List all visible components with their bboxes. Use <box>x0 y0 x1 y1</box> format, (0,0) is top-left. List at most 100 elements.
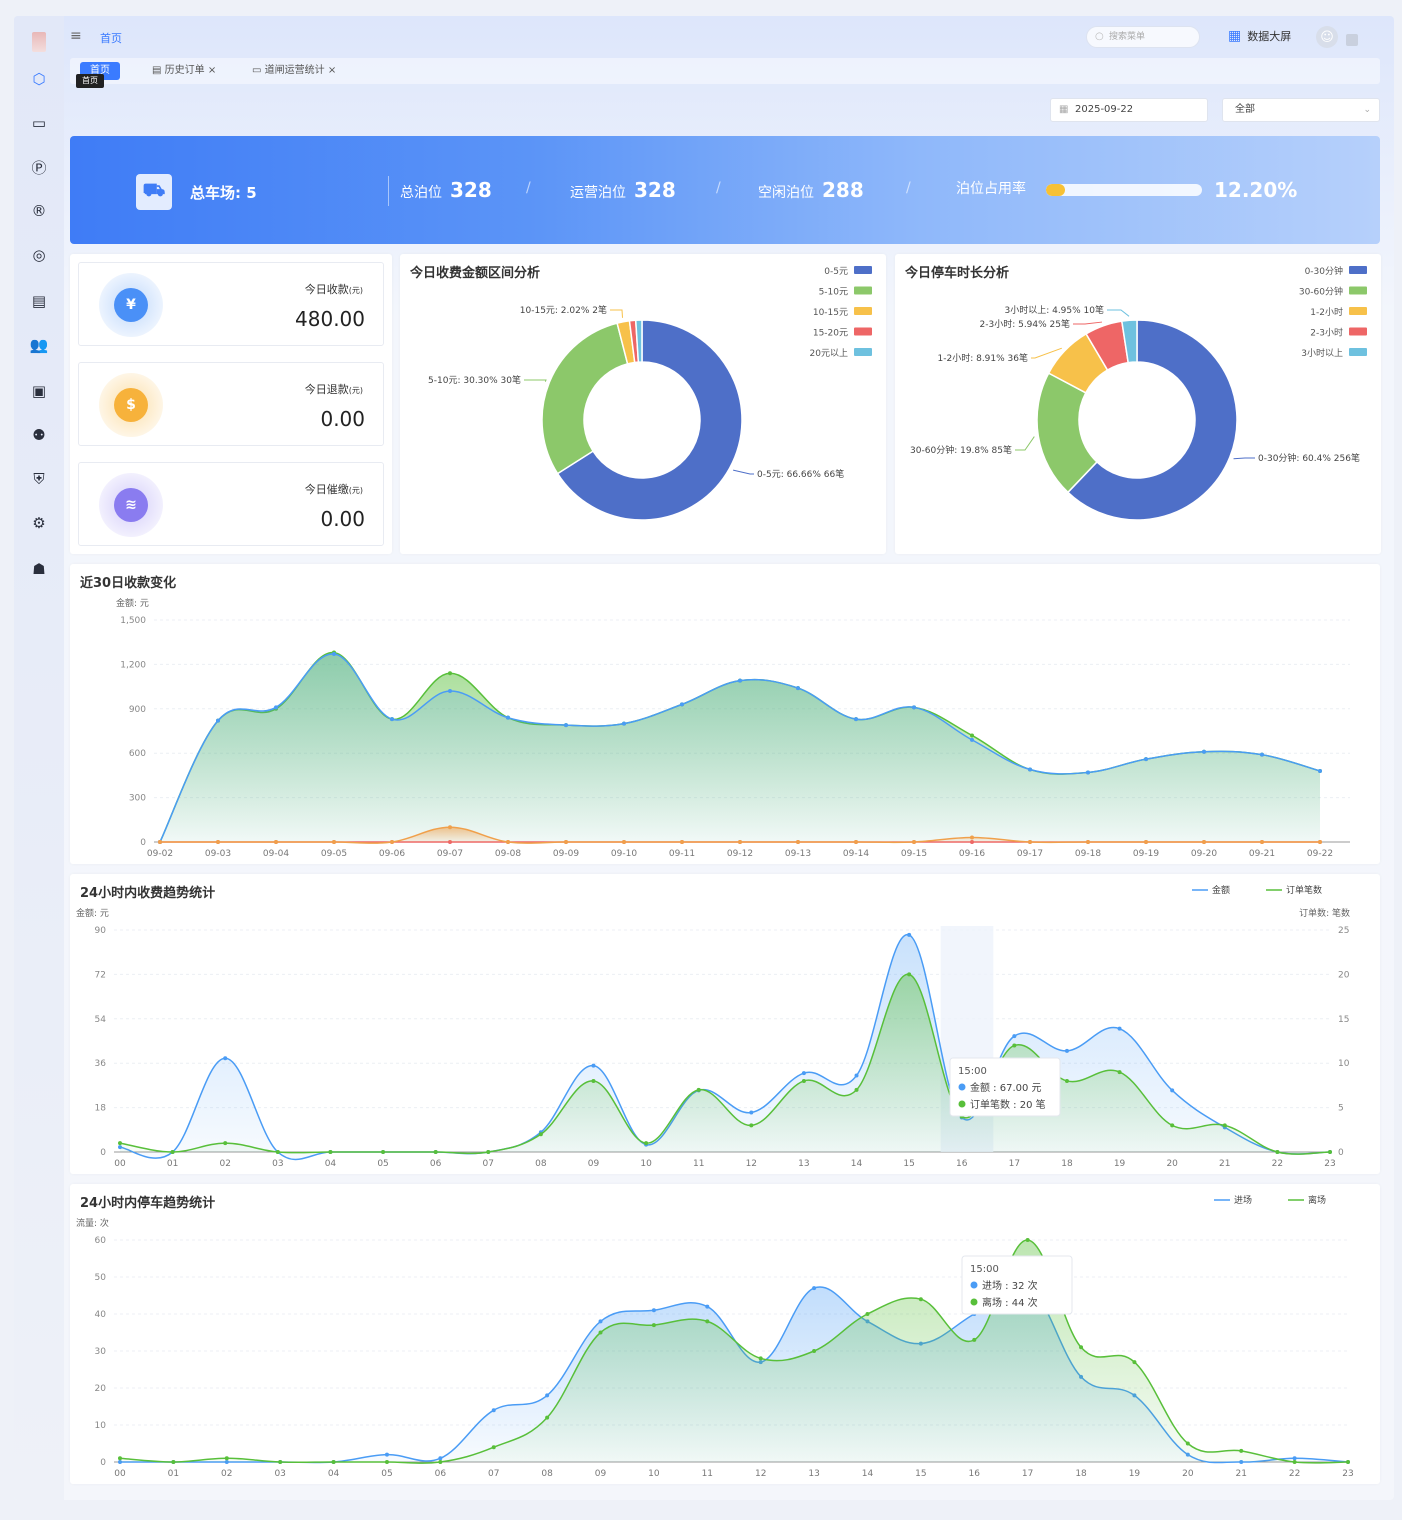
y-tick-label: 1,500 <box>120 616 146 626</box>
avatar[interactable]: ☺ <box>1316 26 1338 48</box>
data-point <box>854 717 858 722</box>
series-line <box>159 653 1321 843</box>
data-point <box>274 840 278 844</box>
tooltip-line: 离场 : 44 次 <box>982 1296 1038 1309</box>
monitor-icon[interactable]: ▭ <box>31 114 47 132</box>
x-tick-label: 18 <box>1061 1159 1073 1169</box>
data-point <box>1275 1150 1280 1154</box>
duration-card: 今日停车时长分析 0-30分钟 30-60分钟 1-2小时 2-3小时 3小时以上 0-3… <box>895 254 1381 554</box>
data-point <box>705 1304 710 1309</box>
menu-toggle-icon[interactable]: ≡ <box>70 28 82 44</box>
date-value: 2025-09-22 <box>1075 104 1134 115</box>
data-point <box>564 723 568 728</box>
x-tick-label: 06 <box>435 1469 447 1479</box>
data-point <box>907 972 912 977</box>
signal-icon[interactable]: ◎ <box>32 246 46 264</box>
close-icon[interactable]: × <box>204 65 217 76</box>
date-picker[interactable]: ▦ 2025-09-22 <box>1050 98 1208 122</box>
parking-icon[interactable]: Ⓟ <box>31 158 47 177</box>
x-tick-label: 09-20 <box>1191 849 1217 859</box>
tab-home[interactable]: 首页 首页 <box>76 62 120 88</box>
screen-icon[interactable]: ▣ <box>31 382 47 400</box>
x-tick-label: 09-06 <box>379 849 405 859</box>
org-chart-icon[interactable]: ⚉ <box>32 426 46 444</box>
settings-icon[interactable]: ⚙ <box>32 514 46 532</box>
data-point <box>438 1456 443 1461</box>
x-tick-label: 15 <box>903 1159 914 1169</box>
x-tick-label: 14 <box>851 1159 863 1169</box>
data-point <box>970 835 974 840</box>
x-tick-label: 07 <box>488 1469 499 1479</box>
breadcrumb[interactable]: 首页 <box>100 32 122 45</box>
data-point <box>331 1460 336 1464</box>
legend-swatch <box>854 307 872 315</box>
tab-gate-stats[interactable]: ▭ 道闸运营统计 × <box>242 62 346 80</box>
x-tick-label: 09-08 <box>495 849 521 859</box>
data-point <box>118 1456 122 1461</box>
legend-swatch <box>1349 286 1367 295</box>
parking-lot-icon: ⛟ <box>136 174 172 210</box>
chevron-down-icon: ⌄ <box>1363 105 1371 115</box>
data-point <box>1318 768 1322 773</box>
idle-value: 288 <box>822 178 864 202</box>
user-manage-icon[interactable]: ☗ <box>32 560 46 578</box>
hourly-parking-chart: 0 10 20 30 40 50 60 流量: 次 00 01 02 03 04 05 06 07 08 09 10… <box>76 1194 1354 1479</box>
data-point <box>1292 1460 1297 1464</box>
users-icon[interactable]: 👥 <box>29 336 49 354</box>
legend-swatch <box>1349 348 1367 356</box>
data-point <box>749 1110 754 1115</box>
legend-label: 30-60分钟 <box>1299 286 1343 298</box>
list-icon: ▤ <box>152 65 165 76</box>
data-point <box>1144 757 1148 762</box>
coin-stack-icon: ≋ <box>99 473 163 537</box>
big-screen-button[interactable]: ▦ 数据大屏 <box>1228 28 1291 44</box>
x-tick-label: 16 <box>969 1469 981 1479</box>
data-point <box>438 1460 443 1464</box>
tab-gate-stats-label: 道闸运营统计 <box>264 65 325 76</box>
cube-icon[interactable]: ⬡ <box>32 70 46 88</box>
x-tick-label: 05 <box>381 1469 392 1479</box>
data-point <box>696 1087 701 1092</box>
data-point <box>865 1312 870 1316</box>
tab-history-orders[interactable]: ▤ 历史订单 × <box>142 62 226 80</box>
x-tick-label: 09-22 <box>1307 849 1333 859</box>
x-tick-label: 20 <box>1166 1159 1178 1169</box>
x-tick-label: 13 <box>798 1159 809 1169</box>
label-leader <box>1031 347 1062 359</box>
x-tick-label: 17 <box>1009 1159 1020 1169</box>
x-tick-label: 14 <box>862 1469 874 1479</box>
stat-label: 今日收款(元) <box>304 283 363 296</box>
data-point <box>332 840 336 844</box>
data-point <box>1260 840 1264 844</box>
data-point <box>384 1460 389 1464</box>
data-point <box>912 705 916 710</box>
close-icon[interactable]: × <box>324 65 337 76</box>
y-tick-label: 18 <box>95 1104 107 1114</box>
data-point <box>972 1337 977 1342</box>
x-tick-label: 04 <box>325 1159 337 1169</box>
data-point <box>1292 1456 1297 1461</box>
avatar-badge <box>1346 34 1358 46</box>
data-point <box>390 717 394 722</box>
lot-select[interactable]: 全部 ⌄ <box>1222 98 1380 122</box>
x-tick-label: 10 <box>648 1469 660 1479</box>
x-tick-label: 23 <box>1324 1159 1335 1169</box>
idle-spaces: 空闲泊位 288 <box>758 178 864 202</box>
document-icon[interactable]: ▤ <box>31 292 47 310</box>
shield-icon[interactable]: ⛨ <box>33 470 45 488</box>
series-line <box>119 934 1331 1161</box>
x-tick-label: 22 <box>1272 1159 1283 1169</box>
x-tick-label: 00 <box>114 1159 126 1169</box>
registered-icon[interactable]: ® <box>31 202 47 220</box>
y-tick-label: 600 <box>129 749 146 759</box>
data-point <box>801 1078 806 1083</box>
data-point <box>1239 1448 1244 1453</box>
data-point <box>591 1063 596 1068</box>
divider: / <box>526 180 531 196</box>
y-tick-label-right: 20 <box>1338 970 1350 980</box>
slice-label: 1-2小时: 8.91% 36笔 <box>938 352 1029 364</box>
search-input[interactable]: ○ 搜索菜单 <box>1086 26 1200 48</box>
occupancy-value: 12.20% <box>1214 178 1298 202</box>
data-point <box>384 1452 389 1457</box>
